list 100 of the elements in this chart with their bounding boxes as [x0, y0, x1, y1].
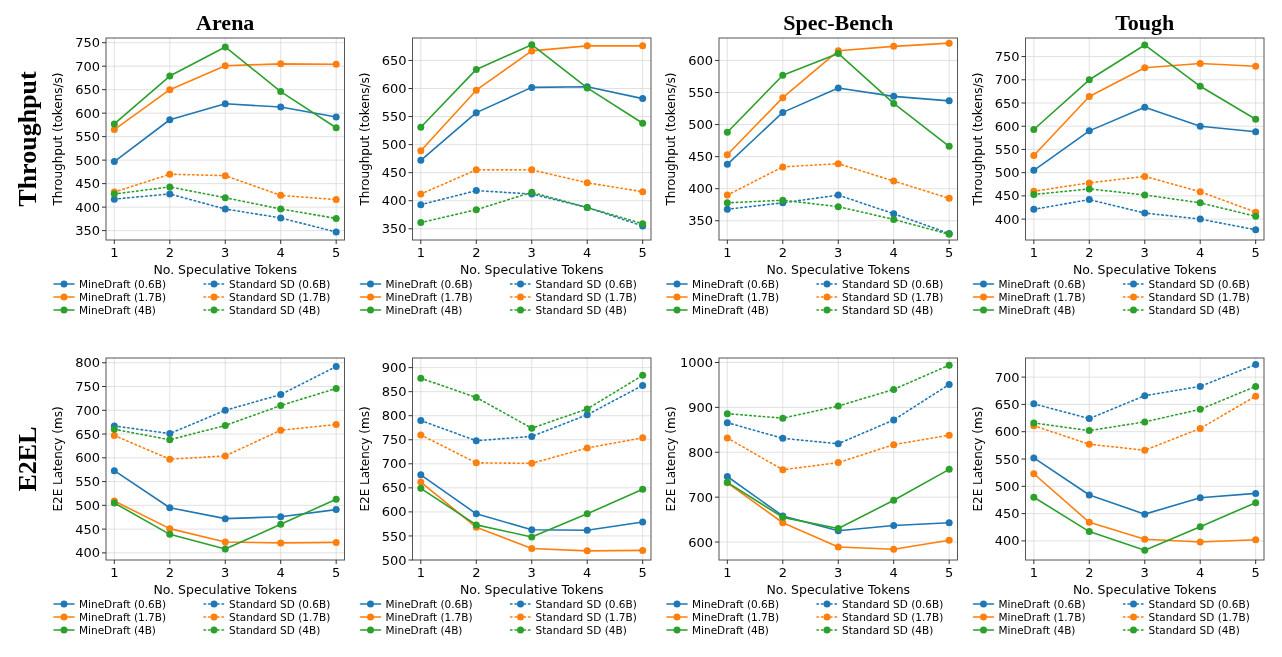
y-tick-label: 450: [75, 176, 100, 192]
y-tick-label: 500: [381, 137, 407, 153]
x-tick-label: 4: [889, 565, 898, 580]
y-tick-label: 350: [75, 223, 100, 239]
legend-label: Standard SD (0.6B): [842, 277, 944, 290]
y-tick-label: 500: [75, 497, 100, 513]
y-tick-label: 600: [994, 118, 1020, 134]
x-axis-title: No. Speculative Tokens: [766, 582, 911, 597]
text: Throughput: [13, 70, 42, 207]
y-tick-label: 600: [994, 424, 1020, 440]
x-axis-title: No. Speculative Tokens: [459, 262, 604, 277]
x-tick-label: 5: [332, 245, 341, 260]
legend-label: Standard SD (1.7B): [1148, 610, 1250, 623]
y-tick-label: 400: [994, 533, 1020, 549]
legend-label: MineDraft (4B): [385, 623, 463, 636]
legend-label: MineDraft (4B): [692, 303, 769, 316]
text: E2EL: [13, 426, 42, 492]
y-axis-title: E2E Latency (ms): [51, 406, 65, 512]
y-tick-label: 650: [994, 95, 1020, 111]
x-tick-label: 2: [165, 245, 174, 260]
y-tick-label: 850: [381, 384, 407, 400]
y-tick-label: 650: [994, 396, 1020, 412]
y-tick-label: 450: [994, 188, 1020, 204]
y-tick-label: 800: [75, 355, 100, 371]
y-tick-label: 550: [75, 474, 100, 490]
x-tick-label: 2: [1085, 565, 1094, 580]
y-tick-label: 550: [75, 129, 100, 145]
y-tick-label: 350: [688, 213, 713, 229]
legend-label: MineDraft (0.6B): [385, 277, 473, 290]
y-tick-label: 800: [688, 444, 713, 460]
y-axis-title: E2E Latency (ms): [970, 406, 985, 512]
legend-label: MineDraft (0.6B): [998, 597, 1086, 610]
x-tick-label: 1: [723, 245, 732, 260]
x-tick-label: 3: [834, 565, 843, 580]
y-tick-label: 350: [381, 221, 407, 237]
x-tick-label: 4: [1196, 565, 1205, 580]
y-tick-label: 450: [994, 506, 1020, 522]
legend-label: Standard SD (4B): [535, 623, 627, 636]
legend-label: Standard SD (0.6B): [842, 597, 944, 610]
legend-label: MineDraft (0.6B): [385, 597, 473, 610]
y-tick-label: 700: [994, 369, 1020, 385]
x-axis-title: No. Speculative Tokens: [766, 262, 911, 277]
y-axis-title: Throughput (tokens/s): [664, 72, 678, 207]
legend-label: MineDraft (0.6B): [79, 597, 166, 610]
legend-label: Standard SD (4B): [842, 623, 934, 636]
x-tick-label: 5: [945, 245, 954, 260]
legend-label: MineDraft (4B): [79, 623, 156, 636]
x-tick-label: 2: [165, 565, 174, 580]
y-axis-title: Throughput (tokens/s): [970, 72, 985, 207]
legend-label: Standard SD (1.7B): [535, 290, 637, 303]
x-tick-label: 3: [221, 565, 230, 580]
legend-label: Standard SD (0.6B): [535, 597, 637, 610]
y-tick-label: 400: [75, 545, 100, 561]
y-tick-label: 500: [688, 117, 713, 133]
y-tick-label: 750: [75, 379, 100, 395]
y-tick-label: 600: [688, 534, 713, 550]
y-axis-title: Throughput (tokens/s): [357, 72, 372, 207]
x-tick-label: 2: [778, 565, 787, 580]
x-axis-title: No. Speculative Tokens: [153, 262, 298, 277]
y-tick-label: 550: [994, 142, 1020, 157]
legend-label: MineDraft (1.7B): [385, 290, 473, 303]
chart-title: Tough: [1115, 10, 1175, 35]
y-tick-label: 400: [994, 211, 1020, 227]
x-tick-label: 4: [889, 245, 898, 260]
y-tick-label: 450: [688, 149, 713, 165]
x-tick-label: 1: [416, 565, 425, 580]
y-tick-label: 700: [75, 402, 100, 418]
y-tick-label: 700: [994, 72, 1020, 88]
x-tick-label: 5: [1251, 565, 1260, 580]
y-tick-label: 750: [994, 49, 1020, 65]
y-tick-label: 500: [994, 478, 1020, 494]
x-axis-title: No. Speculative Tokens: [1072, 262, 1217, 277]
x-tick-label: 3: [221, 245, 230, 260]
y-tick-label: 900: [381, 360, 407, 376]
y-tick-label: 700: [688, 489, 713, 505]
legend-label: MineDraft (0.6B): [692, 597, 779, 610]
legend-label: MineDraft (1.7B): [79, 290, 166, 303]
legend-label: Standard SD (1.7B): [1148, 290, 1250, 303]
y-tick-label: 700: [381, 456, 407, 472]
y-tick-label: 750: [75, 35, 100, 51]
y-tick-label: 500: [994, 165, 1020, 181]
y-axis-title: E2E Latency (ms): [357, 406, 372, 512]
x-tick-label: 1: [110, 245, 119, 260]
legend-label: MineDraft (4B): [692, 623, 769, 636]
legend-label: Standard SD (0.6B): [1148, 277, 1250, 290]
legend-label: Standard SD (0.6B): [535, 277, 637, 290]
x-tick-label: 1: [416, 245, 425, 260]
y-tick-label: 550: [994, 451, 1020, 467]
x-tick-label: 1: [110, 565, 119, 580]
x-tick-label: 4: [1196, 245, 1205, 260]
legend-label: Standard SD (4B): [229, 623, 321, 636]
legend-label: Standard SD (1.7B): [229, 290, 331, 303]
legend-label: Standard SD (0.6B): [229, 597, 331, 610]
y-tick-label: 650: [75, 426, 100, 442]
x-tick-label: 4: [276, 245, 285, 260]
x-tick-label: 1: [723, 565, 732, 580]
y-tick-label: 750: [381, 432, 407, 448]
legend-label: Standard SD (4B): [535, 303, 627, 316]
legend-label: MineDraft (1.7B): [998, 610, 1086, 623]
y-tick-label: 800: [381, 408, 407, 424]
